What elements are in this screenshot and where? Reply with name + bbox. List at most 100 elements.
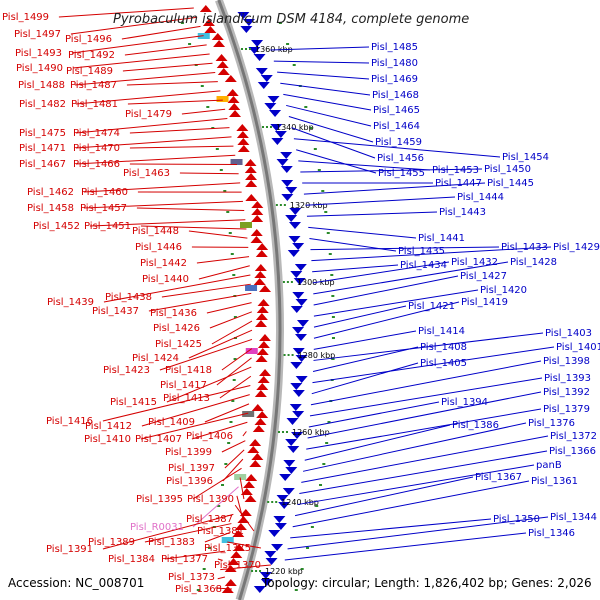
gene-label-reverse[interactable]: Pisl_1392 [543,387,590,398]
gene-label-reverse[interactable]: Pisl_1433 [501,242,548,253]
gene-label-forward[interactable]: Pisl_1440 [142,274,189,285]
gene-label-forward[interactable]: Pisl_1425 [155,339,202,350]
gene-label-forward[interactable]: Pisl_1482 [19,99,66,110]
gene-label-reverse[interactable]: Pisl_1450 [484,164,531,175]
gene-label-forward[interactable]: Pisl_1446 [135,242,182,253]
gene-label-forward[interactable]: Pisl_1426 [153,323,200,334]
gene-label-forward[interactable]: Pisl_1479 [125,109,172,120]
gene-label-forward[interactable]: Pisl_1481 [71,99,118,110]
gene-label-reverse[interactable]: Pisl_1398 [543,356,590,367]
gene-label-forward[interactable]: Pisl_1467 [19,159,66,170]
gene-label-reverse[interactable]: Pisl_1366 [549,446,596,457]
gene-label-reverse[interactable]: panB [536,460,562,471]
gene-label-reverse[interactable]: Pisl_1427 [460,271,507,282]
gene-label-forward[interactable]: Pisl_1439 [47,297,94,308]
gene-label-reverse[interactable]: Pisl_1456 [377,153,424,164]
gene-label-reverse[interactable]: Pisl_1379 [543,404,590,415]
gene-label-reverse[interactable]: Pisl_1420 [480,285,527,296]
gene-label-forward[interactable]: Pisl_R0031 [130,522,184,533]
gene-label-forward[interactable]: Pisl_1470 [73,143,120,154]
gene-label-forward[interactable]: Pisl_1387 [186,514,233,525]
gene-label-reverse[interactable]: Pisl_1480 [371,58,418,69]
gene-label-forward[interactable]: Pisl_1497 [14,29,61,40]
gene-label-forward[interactable]: Pisl_1451 [84,221,131,232]
gene-label-forward[interactable]: Pisl_1381 [197,526,244,537]
gene-label-forward[interactable]: Pisl_1452 [33,221,80,232]
gene-label-forward[interactable]: Pisl_1499 [2,12,49,23]
gene-label-forward[interactable]: Pisl_1457 [80,203,127,214]
gene-label-reverse[interactable]: Pisl_1441 [418,233,465,244]
gene-label-forward[interactable]: Pisl_1409 [148,417,195,428]
gene-label-reverse[interactable]: Pisl_1429 [553,242,600,253]
gene-label-forward[interactable]: Pisl_1412 [85,421,132,432]
gene-label-forward[interactable]: Pisl_1437 [92,306,139,317]
gene-label-forward[interactable]: Pisl_1487 [70,80,117,91]
gene-label-reverse[interactable]: Pisl_1434 [400,260,447,271]
gene-label-reverse[interactable]: Pisl_1485 [371,42,418,53]
gene-label-reverse[interactable]: Pisl_1432 [451,257,498,268]
gene-label-forward[interactable]: Pisl_1418 [165,365,212,376]
gene-label-forward[interactable]: Pisl_1390 [187,494,234,505]
gene-label-forward[interactable]: Pisl_1389 [88,537,135,548]
gene-label-forward[interactable]: Pisl_1492 [68,50,115,61]
gene-label-forward[interactable]: Pisl_1436 [150,308,197,319]
gene-label-forward[interactable]: Pisl_1424 [132,353,179,364]
gene-label-reverse[interactable]: Pisl_1443 [439,207,486,218]
gene-label-reverse[interactable]: Pisl_1350 [493,514,540,525]
gene-label-forward[interactable]: Pisl_1373 [168,572,215,583]
gene-label-reverse[interactable]: Pisl_1393 [544,373,591,384]
gene-label-forward[interactable]: Pisl_1396 [166,476,213,487]
gene-label-forward[interactable]: Pisl_1399 [165,447,212,458]
gene-label-forward[interactable]: Pisl_1471 [19,143,66,154]
gene-label-reverse[interactable]: Pisl_1465 [373,105,420,116]
gene-label-reverse[interactable]: Pisl_1367 [475,472,522,483]
gene-label-reverse[interactable]: Pisl_1445 [487,178,534,189]
gene-label-reverse[interactable]: Pisl_1414 [418,326,465,337]
gene-label-forward[interactable]: Pisl_1448 [132,226,179,237]
gene-label-forward[interactable]: Pisl_1417 [160,380,207,391]
gene-label-forward[interactable]: Pisl_1416 [46,416,93,427]
gene-label-forward[interactable]: Pisl_1415 [110,397,157,408]
gene-label-forward[interactable]: Pisl_1475 [19,128,66,139]
gene-label-forward[interactable]: Pisl_1460 [81,187,128,198]
gene-label-forward[interactable]: Pisl_1407 [135,434,182,445]
gene-label-reverse[interactable]: Pisl_1401 [556,342,600,353]
gene-label-reverse[interactable]: Pisl_1468 [372,90,419,101]
gene-label-reverse[interactable]: Pisl_1444 [457,192,504,203]
gene-label-forward[interactable]: Pisl_1488 [18,80,65,91]
gene-label-forward[interactable]: Pisl_1377 [161,554,208,565]
gene-label-reverse[interactable]: Pisl_1447 [435,178,482,189]
gene-label-reverse[interactable]: Pisl_1421 [408,301,455,312]
gene-label-forward[interactable]: Pisl_1406 [186,431,233,442]
gene-label-reverse[interactable]: Pisl_1344 [550,512,597,523]
gene-label-reverse[interactable]: Pisl_1428 [510,257,557,268]
gene-label-forward[interactable]: Pisl_1474 [73,128,120,139]
gene-label-forward[interactable]: Pisl_1383 [148,537,195,548]
gene-label-forward[interactable]: Pisl_1423 [103,365,150,376]
gene-label-forward[interactable]: Pisl_1458 [27,203,74,214]
gene-label-reverse[interactable]: Pisl_1453 [432,165,479,176]
gene-label-forward[interactable]: Pisl_1462 [27,187,74,198]
gene-label-reverse[interactable]: Pisl_1419 [461,297,508,308]
gene-label-forward[interactable]: Pisl_1370 [214,560,261,571]
gene-label-reverse[interactable]: Pisl_1454 [502,152,549,163]
gene-label-reverse[interactable]: Pisl_1408 [420,342,467,353]
gene-label-forward[interactable]: Pisl_1438 [105,292,152,303]
gene-label-forward[interactable]: Pisl_1413 [163,393,210,404]
gene-label-forward[interactable]: Pisl_1463 [123,168,170,179]
gene-label-forward[interactable]: Pisl_1493 [15,48,62,59]
gene-label-forward[interactable]: Pisl_1410 [84,434,131,445]
gene-label-reverse[interactable]: Pisl_1386 [452,420,499,431]
gene-label-forward[interactable]: Pisl_1368 [175,584,222,595]
gene-label-forward[interactable]: Pisl_1391 [46,544,93,555]
gene-label-forward[interactable]: Pisl_1384 [108,554,155,565]
gene-label-reverse[interactable]: Pisl_1459 [375,137,422,148]
gene-label-forward[interactable]: Pisl_1397 [168,463,215,474]
gene-label-reverse[interactable]: Pisl_1394 [441,397,488,408]
gene-label-forward[interactable]: Pisl_1489 [66,66,113,77]
gene-label-forward[interactable]: Pisl_1496 [65,34,112,45]
gene-label-reverse[interactable]: Pisl_1455 [378,168,425,179]
gene-label-reverse[interactable]: Pisl_1403 [545,328,592,339]
gene-label-reverse[interactable]: Pisl_1464 [373,121,420,132]
